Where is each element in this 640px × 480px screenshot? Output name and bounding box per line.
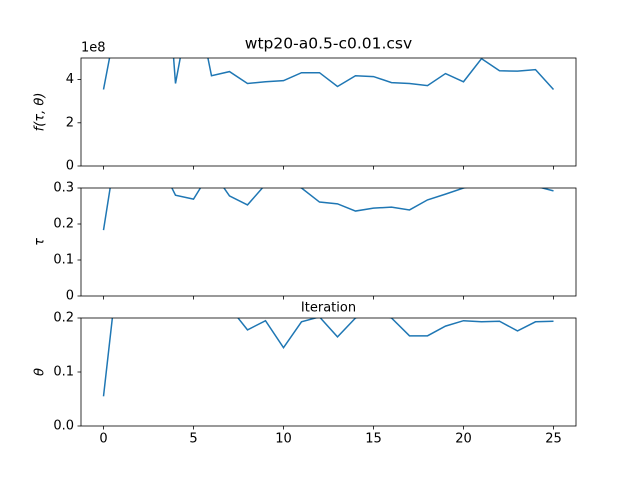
y-axis-label: θ	[33, 368, 48, 376]
x-tick-label: 25	[545, 432, 562, 447]
data-line	[102, 58, 555, 91]
chart-title: wtp20-a0.5-c0.01.csv	[245, 35, 412, 53]
y-tick-label: 0.1	[53, 365, 74, 380]
x-tick-label: 20	[455, 432, 472, 447]
y-tick-label: 4	[66, 72, 74, 87]
y-tick-label: 0.1	[53, 253, 74, 268]
y-tick-label: 0	[66, 289, 74, 304]
y-tick-label: 0.2	[53, 217, 74, 232]
y-tick-label: 0.3	[53, 181, 74, 196]
x-tick-label: 10	[275, 432, 292, 447]
axes-frame	[80, 57, 577, 167]
x-tick-label: 0	[99, 432, 107, 447]
x-tick-label: 5	[189, 432, 197, 447]
axes-frame	[80, 317, 577, 427]
data-line	[102, 188, 554, 231]
axes-frame	[80, 187, 577, 297]
y-tick-label: 0	[66, 159, 74, 174]
y-tick-label: 0.0	[53, 419, 74, 434]
x-axis-label: Iteration	[301, 301, 356, 316]
y-axis-label: τ	[33, 238, 48, 246]
data-line	[102, 318, 554, 397]
x-tick-label: 15	[365, 432, 382, 447]
y-tick-label: 0.2	[53, 311, 74, 326]
offset-label: 1e8	[81, 41, 106, 56]
y-axis-label: f(τ, θ)	[33, 93, 48, 132]
y-tick-label: 2	[66, 115, 74, 130]
